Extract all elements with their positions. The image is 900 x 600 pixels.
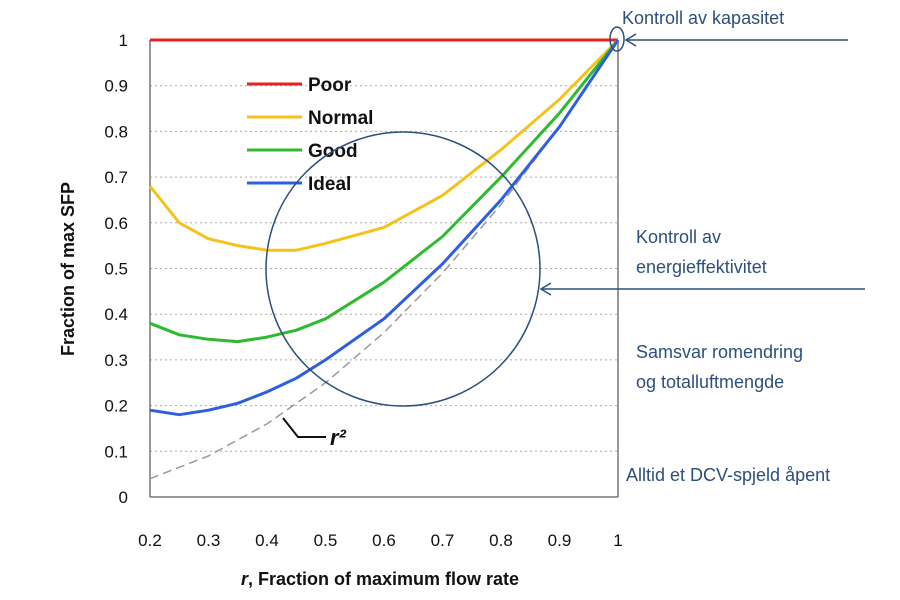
y-tick-label: 0.5 xyxy=(104,260,128,279)
capacity-ellipse xyxy=(609,26,625,52)
y-tick-label: 0.8 xyxy=(104,122,128,141)
arrowhead-icon xyxy=(624,33,637,47)
x-tick-label: 0.4 xyxy=(255,531,279,550)
y-tick-label: 0.1 xyxy=(104,442,128,461)
legend-label-normal: Normal xyxy=(308,108,373,129)
efficiency-circle xyxy=(265,131,541,407)
legend-label-ideal: Ideal xyxy=(308,174,351,195)
y-tick-label: 0.9 xyxy=(104,77,128,96)
y-axis-label: Fraction of max SFP xyxy=(58,182,78,356)
y-tick-label: 0.2 xyxy=(104,397,128,416)
series-line-normal xyxy=(148,38,620,252)
annotation-samsvar-2: og totalluftmengde xyxy=(636,372,784,392)
annotation-efficiency-1: Kontroll av xyxy=(636,227,721,247)
x-tick-label: 0.9 xyxy=(548,531,572,550)
x-tick-label: 0.6 xyxy=(372,531,396,550)
annotation-capacity: Kontroll av kapasitet xyxy=(622,8,784,28)
x-tick-label: 0.2 xyxy=(138,531,162,550)
r2-leader-line xyxy=(282,417,326,438)
annotation-dcv: Alltid et DCV-spjeld åpent xyxy=(626,465,830,485)
y-tick-label: 0.4 xyxy=(104,305,128,324)
y-tick-label: 0.7 xyxy=(104,168,128,187)
x-tick-label: 0.5 xyxy=(314,531,338,550)
r2-reference-line xyxy=(149,39,619,480)
arrowhead-icon xyxy=(539,282,552,296)
y-tick-label: 0 xyxy=(119,488,128,507)
series-line-ideal xyxy=(149,39,620,417)
x-tick-label: 0.8 xyxy=(489,531,513,550)
x-tick-label: 0.7 xyxy=(431,531,455,550)
annotation-samsvar-1: Samsvar romendring xyxy=(636,342,803,362)
x-axis-label: r, Fraction of maximum flow rate xyxy=(241,569,519,589)
r2-label: r² xyxy=(330,425,347,450)
y-tick-label: 0.6 xyxy=(104,214,128,233)
annotation-efficiency-2: energieffektivitet xyxy=(636,257,767,277)
y-tick-label: 1 xyxy=(119,31,128,50)
x-tick-label: 1 xyxy=(613,531,622,550)
series-line-good xyxy=(149,39,620,344)
legend-label-poor: Poor xyxy=(308,75,352,96)
y-tick-label: 0.3 xyxy=(104,351,128,370)
x-tick-label: 0.3 xyxy=(197,531,221,550)
